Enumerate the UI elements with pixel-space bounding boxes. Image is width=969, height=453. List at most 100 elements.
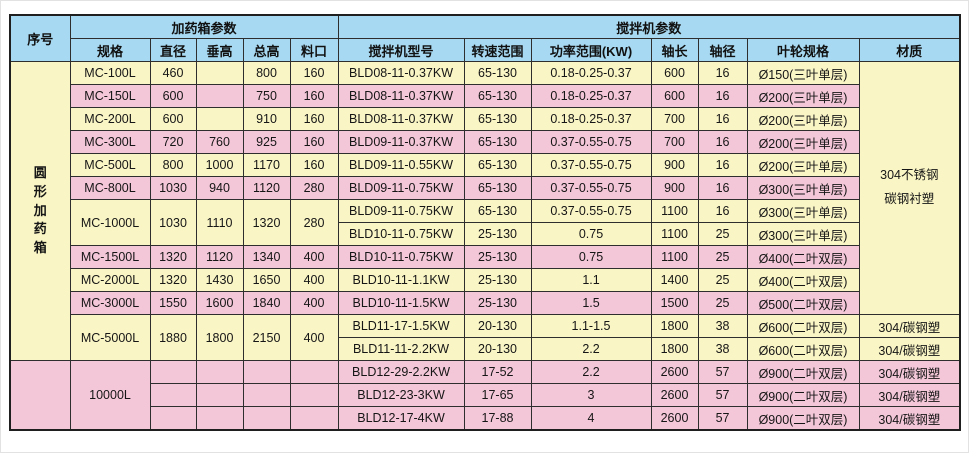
- table-cell: 1340: [242, 245, 291, 269]
- table-cell: 2150: [242, 314, 291, 361]
- table-cell: Ø400(二叶双层): [746, 268, 860, 292]
- table-cell: 1120: [195, 245, 244, 269]
- table-cell: MC-300L: [69, 130, 151, 154]
- table-cell: 460: [149, 61, 197, 85]
- table-cell: 800: [242, 61, 291, 85]
- table-cell: 10000L: [69, 360, 151, 431]
- table-cell: 65-130: [463, 130, 532, 154]
- table-cell: 1100: [650, 222, 699, 246]
- table-cell: 1110: [195, 199, 244, 246]
- table-cell: BLD08-11-0.37KW: [337, 107, 465, 131]
- table-cell: 400: [289, 314, 339, 361]
- table-cell: BLD10-11-0.75KW: [337, 245, 465, 269]
- table-cell: 16: [697, 199, 748, 223]
- table-cell: 1800: [650, 314, 699, 338]
- table-cell: [289, 360, 339, 384]
- table-cell: 160: [289, 61, 339, 85]
- table-cell: 0.37-0.55-0.75: [530, 130, 652, 154]
- table-cell: BLD09-11-0.37KW: [337, 130, 465, 154]
- table-cell: 1550: [149, 291, 197, 315]
- table-cell: 750: [242, 84, 291, 108]
- table-cell: Ø200(三叶单层): [746, 84, 860, 108]
- table-cell: BLD10-11-1.5KW: [337, 291, 465, 315]
- catalog-page: 序号 加药箱参数 搅拌机参数 规格 直径 垂高 总高 料口 搅拌机型号 转速范围 功率范围(KW) 轴…: [1, 1, 968, 431]
- table-cell: 65-130: [463, 61, 532, 85]
- table-cell: 400: [289, 268, 339, 292]
- table-cell: 1320: [149, 245, 197, 269]
- header-speed-range: 转速范围: [463, 38, 532, 62]
- table-cell: BLD11-11-2.2KW: [337, 337, 465, 361]
- table-cell: [242, 360, 291, 384]
- table-cell: 16: [697, 107, 748, 131]
- table-cell: 0.37-0.55-0.75: [530, 153, 652, 177]
- header-diameter: 直径: [149, 38, 197, 62]
- table-cell: [289, 406, 339, 431]
- table-cell: 20-130: [463, 314, 532, 338]
- material-cell: 304/碳钢塑: [858, 383, 961, 407]
- table-cell: BLD08-11-0.37KW: [337, 61, 465, 85]
- row-group-empty: [9, 360, 71, 431]
- table-cell: 1430: [195, 268, 244, 292]
- table-cell: 25-130: [463, 291, 532, 315]
- table-cell: MC-1500L: [69, 245, 151, 269]
- table-cell: 25: [697, 245, 748, 269]
- table-cell: BLD11-17-1.5KW: [337, 314, 465, 338]
- header-shaft-length: 轴长: [650, 38, 699, 62]
- table-cell: 1500: [650, 291, 699, 315]
- table-cell: 2600: [650, 360, 699, 384]
- table-cell: Ø500(二叶双层): [746, 291, 860, 315]
- table-cell: 1120: [242, 176, 291, 200]
- table-cell: MC-1000L: [69, 199, 151, 246]
- table-row: MC-300L 720 760 925 160 BLD09-11-0.37KW 65-130…: [10, 130, 960, 154]
- header-shaft-diameter: 轴径: [697, 38, 748, 62]
- table-cell: 25-130: [463, 245, 532, 269]
- table-cell: MC-100L: [69, 61, 151, 85]
- table-cell: 160: [289, 130, 339, 154]
- table-cell: 400: [289, 291, 339, 315]
- table-cell: BLD12-17-4KW: [337, 406, 465, 431]
- table-cell: 1800: [195, 314, 244, 361]
- material-cell: 304/碳钢塑: [858, 406, 961, 431]
- header-feed-port: 料口: [289, 38, 339, 62]
- table-cell: [195, 107, 244, 131]
- table-cell: MC-200L: [69, 107, 151, 131]
- table-body: 圆 形 加 药 箱 MC-100L 460 800 160 BLD08-11-0.37KW…: [9, 61, 961, 431]
- table-cell: 17-52: [463, 360, 532, 384]
- table-row: MC-1000L 1030 1110 1320 280 BLD09-11-0.75KW 65…: [10, 199, 960, 246]
- table-row: BLD10-11-0.75KW 25-130 0.75 1100 25 Ø300(三叶单层…: [10, 222, 960, 246]
- table-cell: 900: [650, 176, 699, 200]
- table-cell: Ø200(三叶单层): [746, 153, 860, 177]
- table-cell: 800: [149, 153, 197, 177]
- table-cell: Ø400(二叶双层): [746, 245, 860, 269]
- table-cell: 600: [650, 61, 699, 85]
- table-cell: 16: [697, 61, 748, 85]
- table-cell: 160: [289, 107, 339, 131]
- table-cell: [149, 360, 197, 384]
- table-cell: 1840: [242, 291, 291, 315]
- table-cell: 925: [242, 130, 291, 154]
- header-mixer-model: 搅拌机型号: [337, 38, 465, 62]
- table-row: MC-500L 800 1000 1170 160 BLD09-11-0.55KW 65-1…: [10, 153, 960, 177]
- table-cell: [195, 61, 244, 85]
- table-cell: 65-130: [463, 107, 532, 131]
- table-cell: BLD12-23-3KW: [337, 383, 465, 407]
- table-cell: Ø150(三叶单层): [746, 61, 860, 85]
- table-cell: 65-130: [463, 199, 532, 223]
- table-cell: 16: [697, 176, 748, 200]
- table-cell: 17-88: [463, 406, 532, 431]
- table-cell: BLD10-11-0.75KW: [337, 222, 465, 246]
- table-cell: 1.1: [530, 268, 652, 292]
- table-cell: 1100: [650, 245, 699, 269]
- table-cell: 0.37-0.55-0.75: [530, 199, 652, 223]
- table-cell: 20-130: [463, 337, 532, 361]
- table-cell: Ø600(二叶双层): [746, 314, 860, 338]
- table-cell: MC-500L: [69, 153, 151, 177]
- table-head: 序号 加药箱参数 搅拌机参数 规格 直径 垂高 总高 料口 搅拌机型号 转速范围 功率范围(KW) 轴…: [9, 14, 961, 62]
- table-cell: 1100: [650, 199, 699, 223]
- table-cell: 2.2: [530, 337, 652, 361]
- spec-table: 序号 加药箱参数 搅拌机参数 规格 直径 垂高 总高 料口 搅拌机型号 转速范围 功率范围(KW) 轴…: [9, 14, 962, 431]
- table-cell: 900: [650, 153, 699, 177]
- table-cell: BLD12-29-2.2KW: [337, 360, 465, 384]
- table-cell: 600: [149, 107, 197, 131]
- material-cell: 304/碳钢塑: [858, 360, 961, 384]
